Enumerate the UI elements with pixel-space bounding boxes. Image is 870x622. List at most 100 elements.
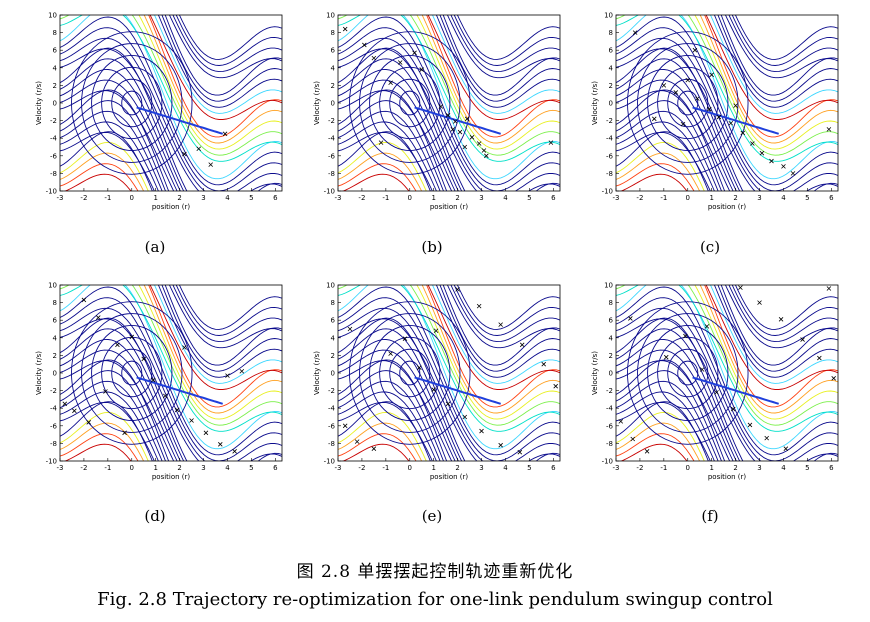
- sample-marker: [714, 390, 719, 395]
- trajectory-line: [414, 376, 501, 405]
- contour-line: [338, 401, 431, 461]
- contour-line: [338, 121, 437, 191]
- contour-line: [164, 15, 282, 96]
- x-tick-label: -1: [104, 194, 111, 202]
- x-tick-label: -2: [80, 464, 87, 472]
- contour-line: [439, 15, 560, 102]
- y-tick-label: -6: [606, 422, 614, 430]
- y-axis-label: Velocity (r/s): [313, 81, 321, 125]
- sample-marker: [826, 286, 832, 291]
- contour-line: [60, 163, 139, 191]
- y-tick-label: -4: [50, 405, 58, 413]
- contour-line: [338, 152, 423, 191]
- contour-line: [421, 15, 560, 144]
- orbit-contour: [677, 360, 699, 386]
- x-tick-label: -1: [104, 464, 111, 472]
- contour-line: [168, 15, 282, 79]
- x-tick-label: 6: [551, 194, 556, 202]
- y-tick-label: -2: [50, 117, 57, 125]
- x-tick-label: 0: [408, 464, 412, 472]
- trajectory-line: [692, 376, 779, 405]
- sample-marker: [362, 42, 367, 48]
- contour-line: [616, 401, 711, 461]
- contour-line: [168, 285, 282, 349]
- contour-line: [60, 307, 282, 461]
- sample-marker: [716, 114, 722, 120]
- x-tick-label: 3: [201, 194, 205, 202]
- contour-line: [616, 285, 838, 426]
- contour-line: [60, 89, 170, 191]
- subplot-d-canvas: -3 -2 -1 0 1 2 3 4 5 6-10-8-6-4-20246810position …: [35, 282, 283, 481]
- y-tick-label: 4: [53, 64, 58, 72]
- trajectory-line: [136, 376, 223, 405]
- y-tick-label: 10: [48, 12, 57, 20]
- x-axis-label: position (r): [152, 203, 191, 211]
- contour-line: [60, 401, 155, 461]
- y-tick-label: -6: [606, 152, 614, 160]
- y-tick-label: 0: [331, 370, 335, 378]
- contour-line: [616, 307, 838, 461]
- sample-marker: [484, 153, 489, 159]
- contour-line: [338, 131, 431, 191]
- subplot-label-f: (f): [701, 507, 719, 525]
- contour-line: [616, 121, 715, 191]
- sample-marker: [632, 30, 638, 35]
- contour-line: [338, 339, 459, 461]
- sample-marker: [342, 423, 348, 429]
- contour-line: [60, 391, 159, 461]
- subplot-f-canvas: -3 -2 -1 0 1 2 3 4 5 6-10-8-6-4-20246810position …: [591, 282, 839, 481]
- contour-line: [60, 359, 170, 461]
- x-tick-label: 1: [431, 194, 435, 202]
- x-tick-label: 4: [225, 194, 230, 202]
- y-tick-label: 0: [53, 100, 57, 108]
- contour-group: [338, 15, 560, 191]
- contour-line: [616, 297, 838, 461]
- sample-marker: [431, 387, 436, 393]
- x-tick-label: 3: [757, 194, 761, 202]
- contour-line: [338, 411, 427, 461]
- contour-line: [616, 401, 709, 461]
- x-tick-label: -1: [660, 464, 667, 472]
- x-tick-label: 1: [709, 194, 713, 202]
- sample-marker: [62, 401, 68, 407]
- orbit-contour: [369, 325, 451, 421]
- subplot-c: -3 -2 -1 0 1 2 3 4 5 6 -10 -8 -6 -4 -2 0 2 4 6 8 10 position …: [591, 10, 839, 225]
- contour-line: [143, 15, 282, 144]
- x-tick-label: 4: [503, 464, 508, 472]
- y-tick-label: -6: [328, 422, 336, 430]
- sample-marker: [115, 342, 120, 348]
- contour-line: [338, 37, 560, 191]
- x-tick-label: 6: [829, 464, 834, 472]
- y-tick-label: 0: [609, 370, 613, 378]
- orbit-contour: [121, 360, 143, 386]
- contour-line: [178, 285, 282, 330]
- sample-marker: [790, 171, 796, 176]
- x-tick-label: -2: [358, 464, 365, 472]
- contour-line: [60, 15, 282, 162]
- sample-marker: [781, 164, 786, 169]
- contour-line: [421, 285, 560, 414]
- y-tick-label: -6: [50, 422, 58, 430]
- x-tick-label: 0: [130, 464, 134, 472]
- subplot-f: -3 -2 -1 0 1 2 3 4 5 6 -10 -8 -6 -4 -2 0 2 4 6 8 10 position …: [591, 280, 839, 495]
- sample-marker: [151, 377, 156, 383]
- y-tick-label: -8: [606, 170, 613, 178]
- subplot-a-canvas: -3 -2 -1 0 1 2 3 4 5 6-10-8-6-4-20246810position …: [35, 12, 283, 211]
- contour-line: [453, 285, 560, 336]
- contour-line: [616, 285, 838, 432]
- y-tick-label: -8: [50, 440, 57, 448]
- contour-line: [426, 285, 560, 408]
- contour-line: [616, 360, 731, 461]
- orbit-contour: [81, 43, 183, 163]
- y-tick-label: 8: [609, 299, 613, 307]
- sample-marker: [800, 337, 805, 342]
- contour-line: [717, 15, 838, 102]
- contour-line: [338, 79, 456, 191]
- contour-line: [616, 100, 722, 191]
- x-tick-label: -1: [660, 194, 667, 202]
- contour-line: [60, 360, 175, 461]
- contour-line: [616, 391, 715, 461]
- y-tick-label: 6: [331, 317, 336, 325]
- contour-line: [149, 15, 282, 120]
- sample-marker: [498, 442, 503, 448]
